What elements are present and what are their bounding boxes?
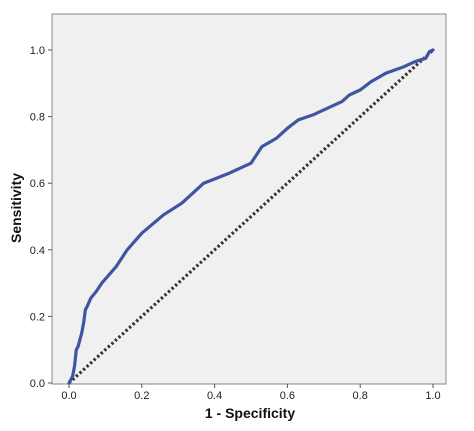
axis-tick-labels: 0.0 0.2 0.4 0.6 0.8 1.0 0.0 0.2 0.4 0.6 0.8 1.0 (30, 45, 441, 402)
x-tick-label: 0.2 (134, 390, 149, 402)
roc-curve (67, 48, 435, 385)
y-tick-label: 0.0 (30, 378, 45, 390)
y-tick-label: 0.2 (30, 311, 45, 323)
x-tick-label: 0.4 (207, 390, 222, 402)
y-axis-label: Sensitivity (8, 173, 24, 243)
y-tick-label: 1.0 (30, 45, 45, 57)
x-tick-label: 0.6 (280, 390, 295, 402)
y-tick-label: 0.8 (30, 112, 45, 124)
x-tick-label: 1.0 (425, 390, 440, 402)
y-tick-label: 0.4 (30, 245, 45, 257)
x-axis-label: 1 - Specificity (205, 405, 295, 421)
x-tick-label: 0.8 (353, 390, 368, 402)
plot-area (51, 13, 447, 385)
reference-line (67, 48, 435, 385)
x-tick-label: 0.0 (61, 390, 76, 402)
series-layer (67, 48, 435, 385)
axis-ticks (48, 49, 434, 388)
y-tick-label: 0.6 (30, 178, 45, 190)
